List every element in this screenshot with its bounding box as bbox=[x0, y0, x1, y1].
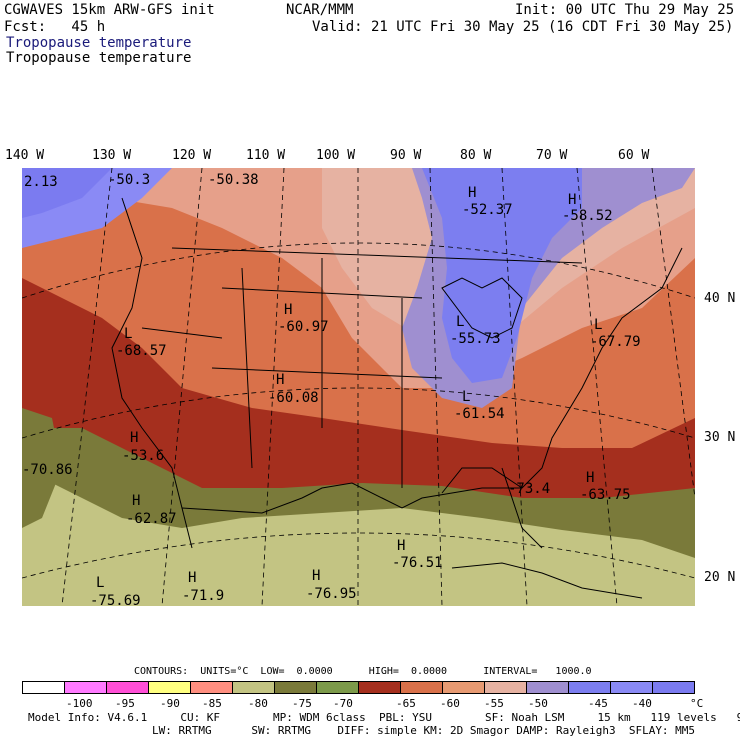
pressure-center: H bbox=[276, 372, 285, 388]
lon-label: 100 W bbox=[316, 148, 356, 163]
legend-swatch bbox=[653, 682, 694, 693]
center-value: -68.57 bbox=[116, 343, 167, 359]
pressure-center: L bbox=[462, 389, 471, 405]
center-value: -58.52 bbox=[562, 208, 613, 224]
legend-swatch bbox=[233, 682, 275, 693]
lon-label: 120 W bbox=[172, 148, 212, 163]
pressure-center: H bbox=[312, 568, 321, 584]
pressure-center: H bbox=[568, 192, 577, 208]
forecast-hour: Fcst: 45 h bbox=[4, 19, 106, 35]
legend-tick-label: -60 bbox=[440, 697, 460, 710]
field-subtitle: Tropopause temperature bbox=[6, 50, 192, 66]
legend-tick-label: -45 bbox=[588, 697, 608, 710]
model-info-line1: Model Info: V4.6.1 CU: KF MP: WDM 6class… bbox=[28, 711, 740, 724]
pressure-center: H bbox=[586, 470, 595, 486]
center-value: -50.3 bbox=[108, 172, 151, 188]
center-value: -71.9 bbox=[182, 588, 225, 604]
center-value: -67.79 bbox=[590, 334, 641, 350]
legend-tick-label: -50 bbox=[528, 697, 548, 710]
center-value: -52.37 bbox=[462, 202, 513, 218]
center-value: -62.87 bbox=[126, 511, 177, 527]
lon-label: 90 W bbox=[390, 148, 422, 163]
lon-label: 60 W bbox=[618, 148, 650, 163]
legend-tick-label: -90 bbox=[160, 697, 180, 710]
legend-swatch bbox=[569, 682, 611, 693]
pressure-center: H bbox=[397, 538, 406, 554]
contours-info: CONTOURS: UNITS=°C LOW= 0.0000 HIGH= 0.0… bbox=[134, 666, 592, 677]
legend-swatch bbox=[191, 682, 233, 693]
init-time: Init: 00 UTC Thu 29 May 25 bbox=[515, 2, 735, 18]
pressure-center: H bbox=[468, 185, 477, 201]
model-title: CGWAVES 15km ARW-GFS init bbox=[4, 2, 215, 18]
center-value: -70.86 bbox=[22, 462, 73, 478]
legend-swatch bbox=[149, 682, 191, 693]
legend-tick-label: -100 bbox=[66, 697, 93, 710]
valid-time: Valid: 21 UTC Fri 30 May 25 (16 CDT Fri … bbox=[312, 19, 734, 35]
legend-tick-label: -70 bbox=[333, 697, 353, 710]
pressure-center: H bbox=[284, 302, 293, 318]
lat-label: 30 N bbox=[704, 430, 736, 445]
legend-tick-label: -75 bbox=[292, 697, 312, 710]
center-value: -76.51 bbox=[392, 555, 443, 571]
legend-tick-label: -95 bbox=[115, 697, 135, 710]
pressure-center: H bbox=[132, 493, 141, 509]
center-value: -75.69 bbox=[90, 593, 141, 609]
pressure-center: L bbox=[456, 314, 465, 330]
center-value: -76.95 bbox=[306, 586, 357, 602]
center-value: -55.73 bbox=[450, 331, 501, 347]
lon-label: 80 W bbox=[460, 148, 492, 163]
center-value: -53.6 bbox=[122, 448, 165, 464]
lon-label: 70 W bbox=[536, 148, 568, 163]
center-value: -61.54 bbox=[454, 406, 505, 422]
legend-swatch bbox=[611, 682, 653, 693]
center-value: -60.97 bbox=[278, 319, 329, 335]
legend-swatch bbox=[527, 682, 569, 693]
pressure-center: L bbox=[96, 575, 105, 591]
legend-swatch bbox=[107, 682, 149, 693]
pressure-center: H bbox=[130, 430, 139, 446]
org-label: NCAR/MMM bbox=[286, 2, 354, 18]
legend-swatch bbox=[275, 682, 317, 693]
legend-swatch bbox=[401, 682, 443, 693]
color-legend-bar bbox=[22, 681, 695, 694]
center-value: -63.75 bbox=[580, 487, 631, 503]
legend-swatch bbox=[317, 682, 359, 693]
tropopause-temperature-map bbox=[22, 168, 695, 606]
center-value: 2.13 bbox=[24, 174, 58, 190]
legend-tick-label: -85 bbox=[202, 697, 222, 710]
pressure-center: L bbox=[124, 326, 133, 342]
lat-label: 40 N bbox=[704, 291, 736, 306]
lon-label: 140 W bbox=[5, 148, 45, 163]
pressure-center: L bbox=[594, 317, 603, 333]
legend-swatch bbox=[359, 682, 401, 693]
legend-swatch bbox=[485, 682, 527, 693]
lon-label: 110 W bbox=[246, 148, 286, 163]
field-title: Tropopause temperature bbox=[6, 35, 192, 51]
center-value: -73.4 bbox=[508, 481, 551, 497]
lon-label: 130 W bbox=[92, 148, 132, 163]
legend-unit-label: °C bbox=[690, 697, 704, 710]
lat-label: 20 N bbox=[704, 570, 736, 585]
center-value: -50.38 bbox=[208, 172, 259, 188]
legend-swatch bbox=[23, 682, 65, 693]
legend-swatch bbox=[65, 682, 107, 693]
pressure-center: H bbox=[188, 570, 197, 586]
legend-swatch bbox=[443, 682, 485, 693]
legend-tick-label: -80 bbox=[248, 697, 268, 710]
legend-tick-label: -65 bbox=[396, 697, 416, 710]
legend-tick-label: -40 bbox=[632, 697, 652, 710]
model-info-line2: LW: RRTMG SW: RRTMG DIFF: simple KM: 2D … bbox=[152, 724, 696, 737]
center-value: -60.08 bbox=[268, 390, 319, 406]
legend-tick-label: -55 bbox=[484, 697, 504, 710]
